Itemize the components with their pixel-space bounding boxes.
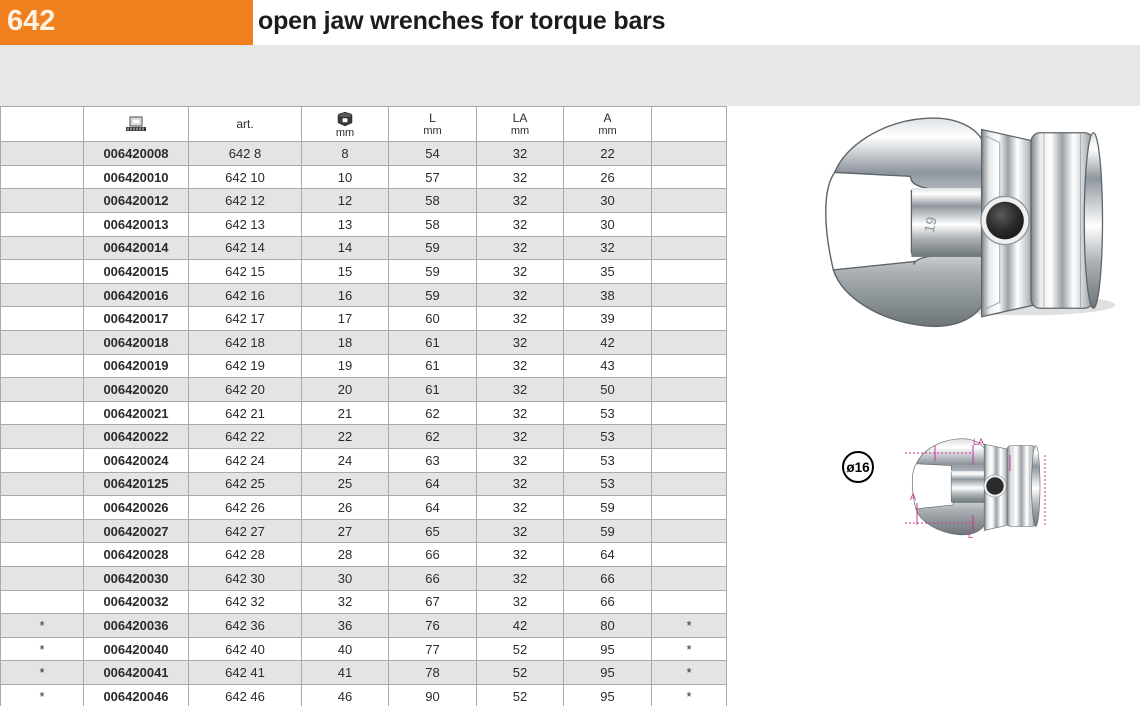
svg-text:L: L xyxy=(968,530,973,540)
svg-text:19: 19 xyxy=(922,215,941,234)
svg-text:A: A xyxy=(910,492,916,502)
svg-text:ø16: ø16 xyxy=(846,460,870,475)
svg-text:LA: LA xyxy=(973,437,984,447)
